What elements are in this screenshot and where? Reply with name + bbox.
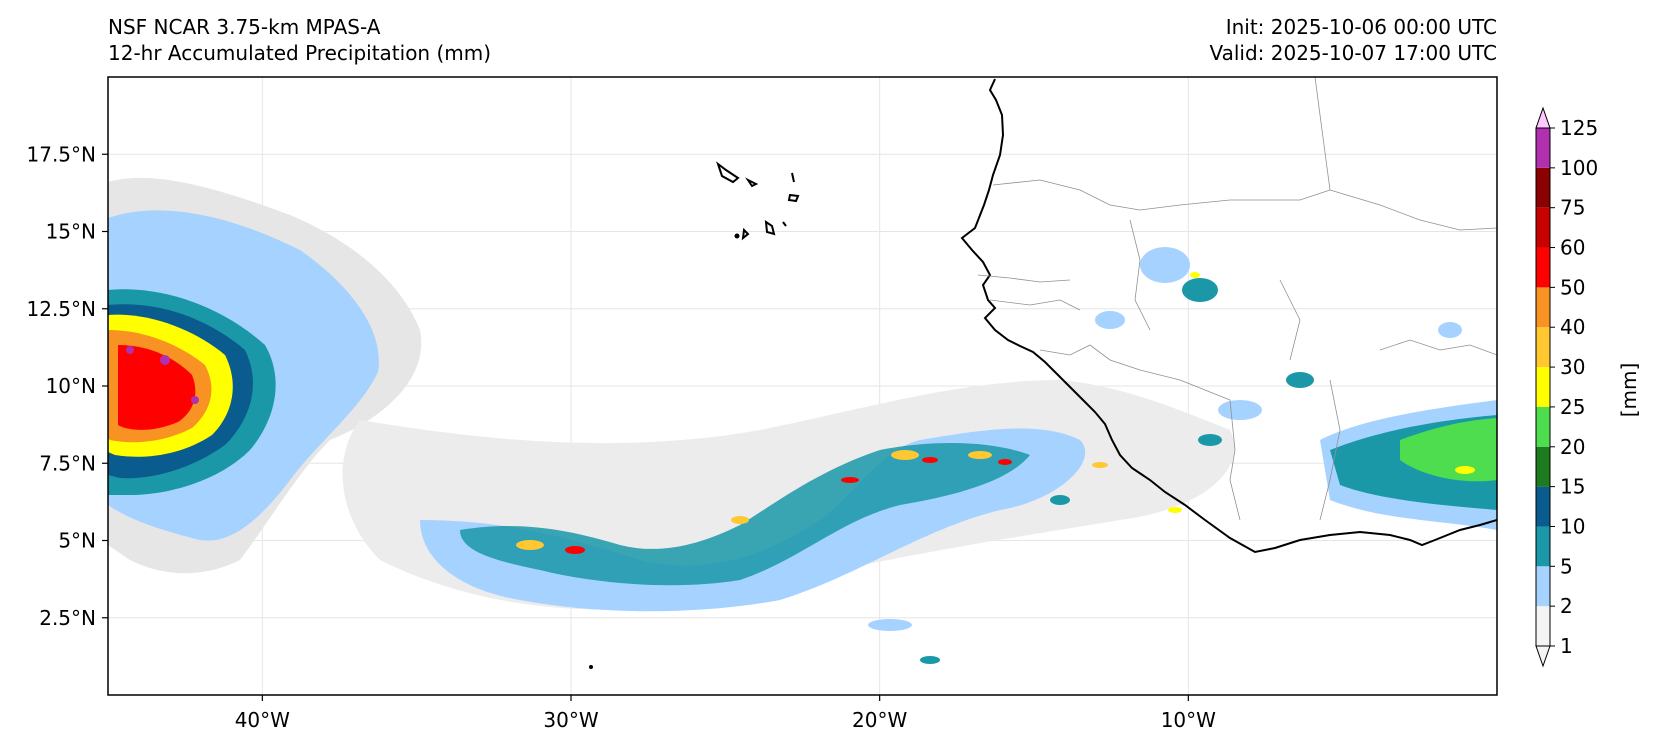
title-left: NSF NCAR 3.75-km MPAS-A 12-hr Accumulate… <box>108 14 491 66</box>
island-dot <box>589 665 593 669</box>
scattered-showers <box>868 247 1462 664</box>
colorbar-segment <box>1536 367 1550 407</box>
colorbar-tick-label: 30 <box>1560 355 1585 379</box>
colorbar-tick-label: 10 <box>1560 514 1585 538</box>
valid-time: Valid: 2025-10-07 17:00 UTC <box>1209 41 1497 65</box>
precipitation-field <box>108 177 1497 664</box>
precip-100mm-cell <box>191 396 199 404</box>
colorbar-tick-label: 75 <box>1560 196 1585 220</box>
colorbar-extend-max <box>1535 106 1551 129</box>
lat-tick-label: 2.5°N <box>39 606 96 630</box>
colorbar-segment <box>1536 167 1550 208</box>
lat-tick-label: 17.5°N <box>27 142 97 166</box>
lat-tick-label: 12.5°N <box>27 297 97 321</box>
colorbar-tick-label: 15 <box>1560 475 1585 499</box>
storm-cells <box>516 272 1475 554</box>
field-name: 12-hr Accumulated Precipitation (mm) <box>108 41 492 65</box>
model-name: NSF NCAR 3.75-km MPAS-A <box>108 15 381 39</box>
colorbar-tick-label: 60 <box>1560 236 1585 260</box>
colorbar-tick-label: 40 <box>1560 315 1585 339</box>
colorbar-outline <box>1535 127 1551 647</box>
colorbar-segment <box>1536 128 1550 168</box>
colorbar-segment <box>1536 327 1550 368</box>
lat-tick-label: 15°N <box>46 220 96 244</box>
colorbar-extend-min <box>1535 645 1551 668</box>
colorbar-segment <box>1536 446 1550 487</box>
precip-20mm-east <box>1400 418 1497 482</box>
precip-100mm-cell <box>126 346 134 354</box>
colorbar-segment <box>1536 526 1550 567</box>
colorbar-segment <box>1536 486 1550 527</box>
coastline <box>960 78 1497 554</box>
lat-tick-label: 5°N <box>58 529 96 553</box>
colorbar-tick-label: 50 <box>1560 275 1585 299</box>
colorbar-tick-label: 2 <box>1560 594 1573 618</box>
colorbar-tick-label: 100 <box>1560 156 1598 180</box>
precip-100mm-cell <box>160 355 170 365</box>
colorbar-segment <box>1536 207 1550 248</box>
country-borders <box>977 77 1497 521</box>
colorbar-segment <box>1536 247 1550 288</box>
colorbar-tick-label: 20 <box>1560 435 1585 459</box>
lon-tick-label: 30°W <box>543 708 598 732</box>
colorbar-tick-label: 5 <box>1560 554 1573 578</box>
axis-labels: 17.5°N 15°N 12.5°N 10°N 7.5°N 5°N 2.5°N 40°W 30°… <box>27 142 1217 732</box>
colorbar-segment <box>1536 606 1550 646</box>
lon-tick-label: 20°W <box>852 708 907 732</box>
colorbar-segment <box>1536 406 1550 447</box>
colorbar-segment <box>1536 566 1550 607</box>
colorbar-tick-label: 25 <box>1560 395 1585 419</box>
lat-tick-label: 7.5°N <box>39 451 96 475</box>
init-time: Init: 2025-10-06 00:00 UTC <box>1225 15 1497 39</box>
lat-tick-label: 10°N <box>46 374 96 398</box>
colorbar-label: [mm] <box>1617 363 1641 418</box>
colorbar-tick-label: 125 <box>1560 116 1598 140</box>
title-right: Init: 2025-10-06 00:00 UTC Valid: 2025-1… <box>1209 14 1497 66</box>
colorbar-segment <box>1536 287 1550 328</box>
colorbar-tick-label: 1 <box>1560 634 1573 658</box>
lon-tick-label: 10°W <box>1161 708 1216 732</box>
precip-5mm-band <box>460 443 1030 586</box>
lon-tick-label: 40°W <box>235 708 290 732</box>
geography <box>589 77 1497 669</box>
precip-60mm-west <box>118 345 196 430</box>
cape-verde-islands <box>716 161 800 241</box>
